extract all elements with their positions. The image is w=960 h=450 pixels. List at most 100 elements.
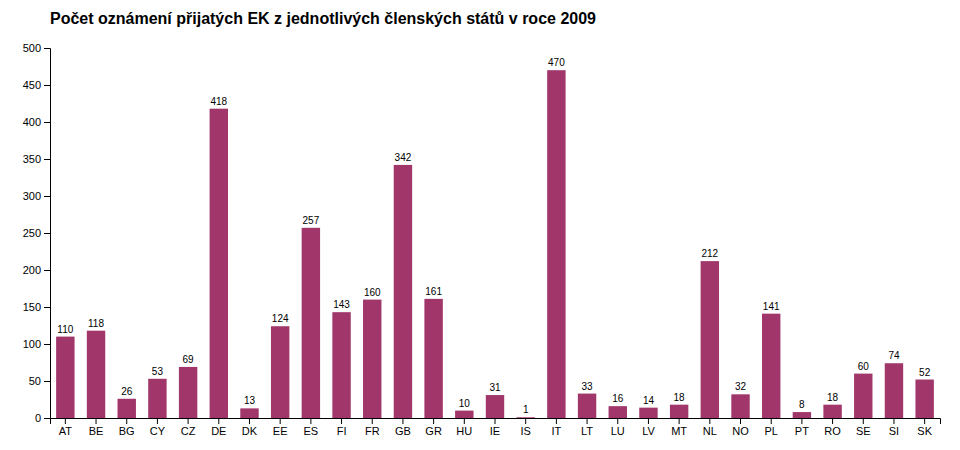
data-label: 470 [548, 57, 565, 68]
tick: 100 [23, 338, 50, 350]
tick-label: MT [671, 425, 687, 437]
tick: 250 [23, 227, 50, 239]
tick-label: 300 [23, 190, 41, 202]
y-axis: 050100150200250300350400450500 [23, 42, 51, 424]
bar [302, 228, 320, 418]
tick-label: GB [395, 425, 411, 437]
tick-label: IS [520, 425, 530, 437]
bar [885, 363, 903, 418]
tick: 0 [35, 412, 50, 424]
tick-label: GR [425, 425, 442, 437]
tick-mark [433, 418, 434, 424]
x-axis: ATBEBGCYCZDEDKEEESFIFRGBGRHUIEISITLTLULV… [51, 418, 941, 437]
bar [240, 408, 258, 418]
bar [516, 417, 534, 418]
tick-mark [249, 418, 250, 424]
tick-mark [464, 418, 465, 424]
data-label: 160 [364, 287, 381, 298]
tick-mark [495, 418, 496, 424]
tick-label: 450 [23, 79, 41, 91]
bar [854, 374, 872, 418]
bar [701, 261, 719, 418]
data-label: 60 [858, 361, 870, 372]
tick: PL [764, 418, 777, 437]
bar [118, 399, 136, 418]
tick-mark [44, 307, 50, 308]
tick: EE [273, 418, 288, 437]
bar [148, 379, 166, 418]
tick-label: LV [642, 425, 655, 437]
tick-label: LU [611, 425, 625, 437]
data-label: 16 [612, 393, 624, 404]
data-label: 418 [210, 96, 227, 107]
data-label: 53 [152, 366, 164, 377]
data-label: 10 [459, 398, 471, 409]
data-label: 161 [425, 286, 442, 297]
tick: SK [917, 418, 932, 437]
data-label: 52 [919, 367, 931, 378]
tick-label: 400 [23, 116, 41, 128]
bar [271, 326, 289, 418]
bar [332, 312, 350, 418]
axis-line [44, 49, 51, 419]
tick-mark [617, 418, 618, 424]
tick: FR [365, 418, 380, 437]
tick-mark [44, 381, 50, 382]
tick-mark [402, 418, 403, 424]
data-label: 31 [489, 382, 501, 393]
tick: 200 [23, 264, 50, 276]
tick-mark [771, 418, 772, 424]
tick-mark [44, 344, 50, 345]
data-label: 141 [763, 301, 780, 312]
tick-label: CY [150, 425, 166, 437]
tick-label: 500 [23, 42, 41, 54]
tick-label: LT [581, 425, 593, 437]
tick: ES [304, 418, 319, 437]
tick: 350 [23, 153, 50, 165]
tick: IT [551, 418, 561, 437]
bar [793, 412, 811, 418]
tick: LU [611, 418, 625, 437]
tick-label: CZ [181, 425, 196, 437]
data-label: 8 [799, 399, 805, 410]
tick-mark [44, 418, 50, 419]
data-label: 26 [121, 386, 133, 397]
tick-mark [157, 418, 158, 424]
tick-mark [65, 418, 66, 424]
tick: MT [671, 418, 687, 437]
tick: LV [642, 418, 655, 437]
data-label: 110 [57, 324, 73, 335]
tick: 50 [29, 375, 50, 387]
tick: DE [211, 418, 226, 437]
tick: BG [119, 418, 135, 437]
data-label: 69 [183, 354, 195, 365]
tick-label: EE [273, 425, 288, 437]
tick-mark [525, 418, 526, 424]
tick-label: PL [764, 425, 777, 437]
data-labels: 1101182653694181312425714316034216110311… [57, 57, 930, 415]
data-label: 33 [582, 381, 594, 392]
tick: GR [425, 418, 442, 437]
tick-mark [44, 85, 50, 86]
data-label: 74 [888, 350, 900, 361]
tick-mark [709, 418, 710, 424]
data-label: 14 [643, 395, 655, 406]
tick: NL [703, 418, 717, 437]
bar [762, 314, 780, 418]
tick-mark [556, 418, 557, 424]
tick: DK [242, 418, 258, 437]
bar [56, 337, 74, 418]
tick: GB [395, 418, 411, 437]
plot-area: 050100150200250300350400450500ATBEBGCYCZ… [23, 42, 941, 437]
bar [609, 406, 627, 418]
tick-mark [587, 418, 588, 424]
tick-mark [44, 48, 50, 49]
tick: 300 [23, 190, 50, 202]
bar [915, 380, 933, 418]
tick-mark [801, 418, 802, 424]
tick-label: ES [304, 425, 319, 437]
tick-label: RO [824, 425, 841, 437]
tick: CY [150, 418, 166, 437]
tick-mark [648, 418, 649, 424]
tick-mark [44, 122, 50, 123]
